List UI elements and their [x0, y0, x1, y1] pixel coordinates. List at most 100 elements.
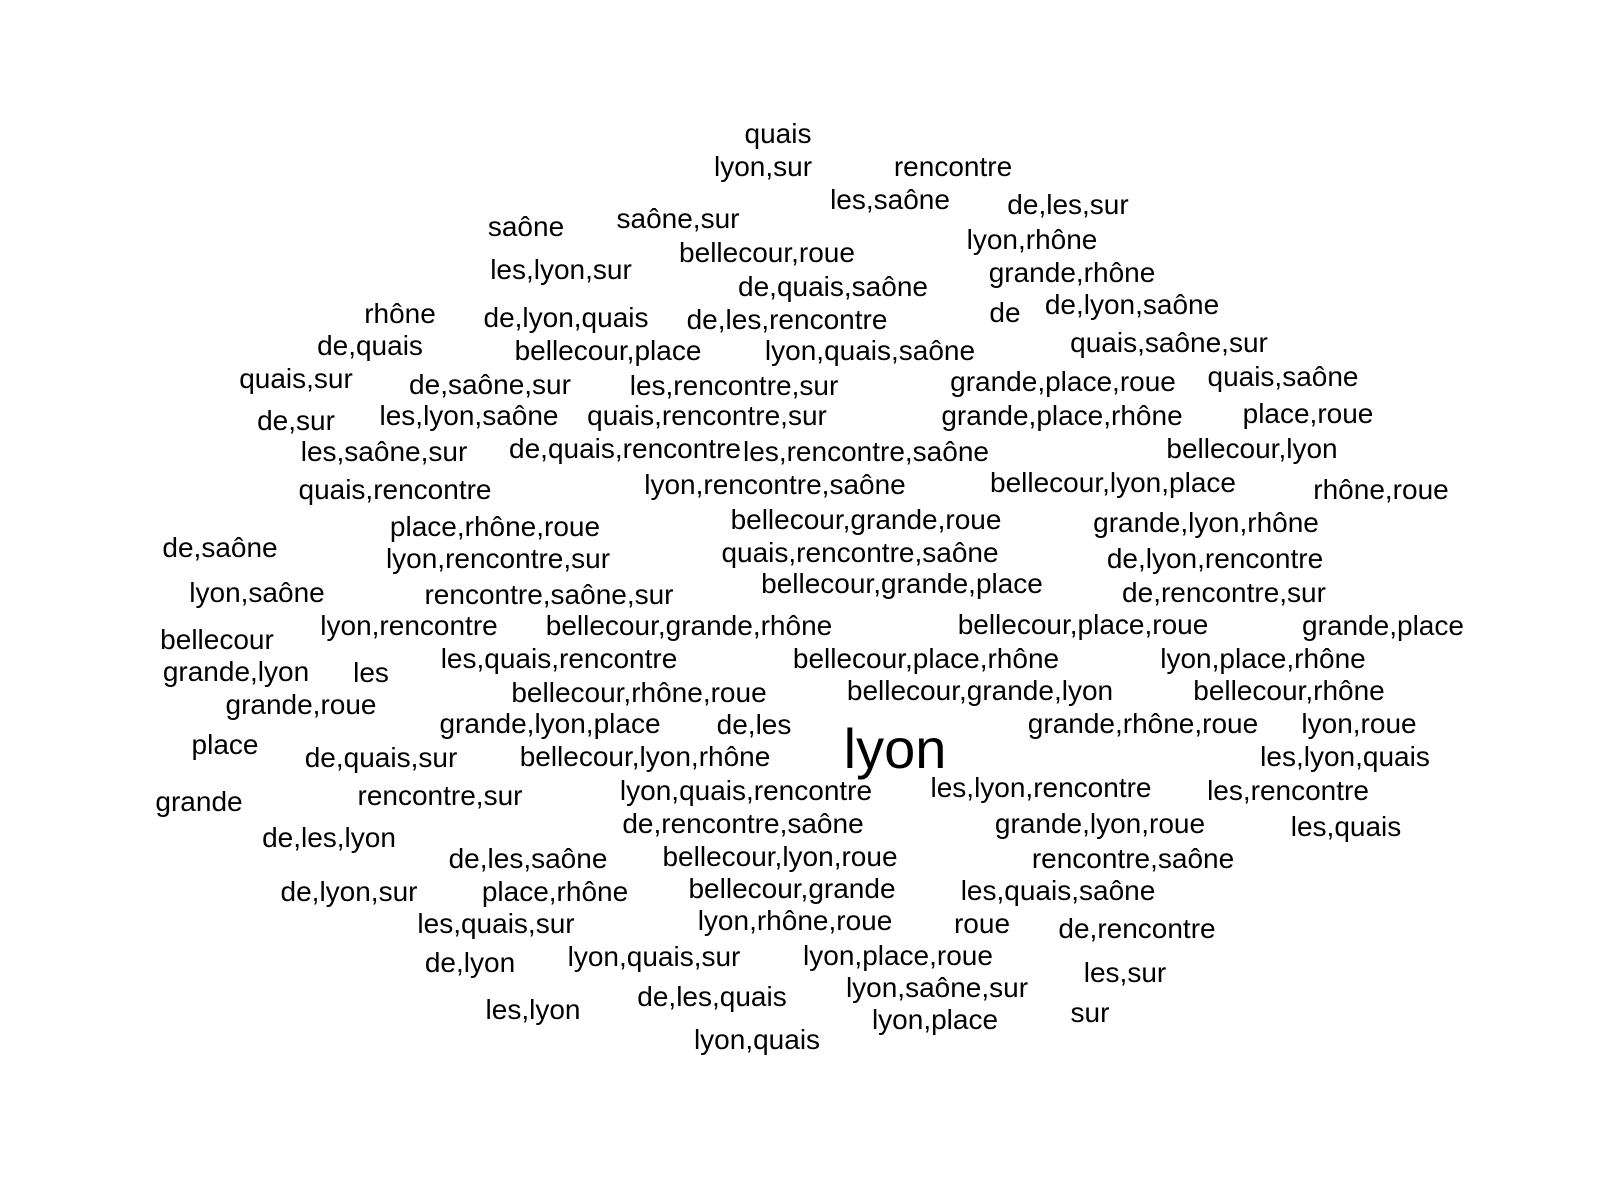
word-cloud-word: de,saône: [162, 532, 278, 563]
word-cloud-word: bellecour,grande,lyon: [846, 675, 1114, 706]
word-cloud-word: place,roue: [1242, 398, 1374, 429]
word-cloud-word: lyon,rhône: [966, 224, 1098, 255]
word-cloud-word: les,quais,sur: [417, 908, 575, 939]
word-cloud-word: rencontre: [893, 151, 1013, 182]
word-cloud-word: de,les,sur: [1007, 189, 1129, 220]
word-cloud-word: quais,rencontre,saône: [721, 537, 999, 568]
word-cloud-word: bellecour,place: [514, 335, 702, 366]
word-cloud-word: grande,place,rhône: [941, 400, 1183, 431]
word-cloud-word: les,saône,sur: [300, 436, 468, 467]
word-cloud-word: de,quais: [317, 330, 423, 361]
word-cloud-word: les,quais,rencontre: [440, 643, 678, 674]
word-cloud-word: lyon,quais,rencontre: [619, 775, 873, 806]
word-cloud-word: lyon,roue: [1301, 708, 1417, 739]
word-cloud-word: de,lyon,saône: [1044, 289, 1220, 320]
word-cloud-word: grande,rhône,roue: [1027, 708, 1259, 739]
word-cloud-word: grande,lyon,place: [439, 708, 661, 739]
word-cloud-word: lyon,saône,sur: [845, 972, 1029, 1003]
word-cloud-word: roue: [953, 908, 1011, 939]
word-cloud-word: les,lyon,rencontre: [930, 772, 1152, 803]
word-cloud-word: de,sur: [257, 405, 335, 436]
word-cloud-word: lyon,saône: [189, 577, 325, 608]
word-cloud-word: lyon,place: [871, 1004, 999, 1035]
word-cloud-word: les: [353, 657, 389, 688]
word-cloud-word: place,rhône: [481, 876, 629, 907]
word-cloud-word: les,lyon,quais: [1260, 741, 1430, 772]
word-cloud-word: grande,place: [1302, 610, 1464, 641]
word-cloud-word: grande: [155, 786, 243, 817]
word-cloud-word: les,quais,saône: [960, 875, 1156, 906]
word-cloud-word: de,rencontre: [1058, 913, 1216, 944]
word-cloud-word: bellecour,place,roue: [957, 609, 1209, 640]
word-cloud-word: quais,saône,sur: [1070, 327, 1268, 358]
word-cloud-word: de,les,saône: [448, 843, 608, 874]
word-cloud-word: grande,rhône: [988, 257, 1156, 288]
word-cloud-word: quais,rencontre: [298, 474, 492, 505]
word-cloud-word: de,lyon,rencontre: [1106, 543, 1324, 574]
word-cloud-word: lyon,rhône,roue: [697, 905, 893, 936]
word-cloud-word: de,les,lyon: [262, 822, 396, 853]
word-cloud-word: rhône,roue: [1313, 474, 1449, 505]
word-cloud-word: rencontre,saône: [1031, 843, 1235, 874]
word-cloud-word: lyon,sur: [713, 151, 813, 182]
word-cloud-word: de,les: [716, 709, 792, 740]
word-cloud-word: sur: [1070, 997, 1110, 1028]
word-cloud-word: les,lyon: [485, 994, 581, 1025]
word-cloud-word: quais,saône: [1207, 361, 1359, 392]
word-cloud-word: bellecour,grande: [688, 873, 896, 904]
word-cloud-word: les,rencontre: [1207, 775, 1369, 806]
word-cloud-word: de,quais,sur: [304, 742, 458, 773]
word-cloud-word: bellecour,grande,roue: [730, 504, 1002, 535]
word-cloud-word: quais,rencontre,sur: [587, 400, 827, 431]
word-cloud-word: bellecour,lyon: [1166, 433, 1338, 464]
word-cloud-word: bellecour,grande,rhône: [545, 610, 833, 641]
word-cloud-word: les,rencontre,sur: [629, 370, 839, 401]
word-cloud-word: grande,place,roue: [950, 366, 1176, 397]
word-cloud-word: les,saône: [830, 184, 950, 215]
word-cloud-word: de,les,rencontre: [686, 304, 888, 335]
word-cloud-word: lyon,quais,sur: [567, 941, 741, 972]
word-cloud-word: bellecour,rhône: [1193, 675, 1385, 706]
word-cloud-word: de: [989, 297, 1021, 328]
word-cloud-word: bellecour,lyon,roue: [662, 841, 898, 872]
word-cloud-word: bellecour,place,rhône: [792, 643, 1060, 674]
word-cloud-word: rhône: [364, 298, 436, 329]
word-cloud-word: grande,lyon: [162, 656, 310, 687]
word-cloud-word: bellecour,rhône,roue: [511, 677, 767, 708]
word-cloud-word: lyon,rencontre,saône: [644, 469, 906, 500]
word-cloud-word: grande,lyon,roue: [994, 808, 1206, 839]
word-cloud-word: rencontre,saône,sur: [424, 579, 674, 610]
word-cloud-word: de,lyon,sur: [280, 876, 418, 907]
word-cloud-word: de,quais,rencontre: [509, 433, 741, 464]
word-cloud-word: bellecour,lyon,place: [990, 467, 1236, 498]
word-cloud-word: de,lyon: [424, 947, 516, 978]
word-cloud-word: lyon,place,roue: [803, 940, 993, 971]
word-cloud-word: lyon,place,rhône: [1160, 643, 1366, 674]
word-cloud-word: lyon,rencontre,sur: [385, 543, 611, 574]
word-cloud-word: lyon,quais: [693, 1024, 821, 1055]
word-cloud-word: les,quais: [1290, 811, 1402, 842]
word-cloud-word: place,rhône,roue: [389, 511, 601, 542]
word-cloud-word: grande,lyon,rhône: [1093, 507, 1319, 538]
word-cloud-word: lyon,rencontre: [320, 610, 498, 641]
word-cloud-word: les,lyon,sur: [490, 254, 632, 285]
word-cloud-word: saône: [487, 211, 565, 242]
word-cloud-word: place: [191, 729, 259, 760]
word-cloud-word: bellecour,lyon,rhône: [519, 741, 771, 772]
word-cloud-word: de,lyon,quais: [483, 302, 649, 333]
word-cloud-word: grande,roue: [225, 689, 377, 720]
word-cloud-word: de,saône,sur: [409, 369, 571, 400]
word-cloud-word: de,les,quais: [637, 981, 787, 1012]
word-cloud-word: quais,sur: [239, 363, 353, 394]
word-cloud-word: saône,sur: [616, 203, 740, 234]
word-cloud-word: lyon: [843, 717, 947, 780]
word-cloud-word: de,quais,saône: [738, 271, 928, 302]
word-cloud-word: bellecour,grande,place: [761, 568, 1043, 599]
word-cloud-word: quais: [744, 118, 812, 149]
word-cloud-word: bellecour,roue: [679, 237, 855, 268]
word-cloud-word: de,rencontre,sur: [1122, 577, 1326, 608]
word-cloud-word: lyon,quais,saône: [764, 335, 976, 366]
word-cloud-word: les,lyon,saône: [379, 400, 559, 431]
word-cloud-word: les,rencontre,saône: [743, 436, 989, 467]
